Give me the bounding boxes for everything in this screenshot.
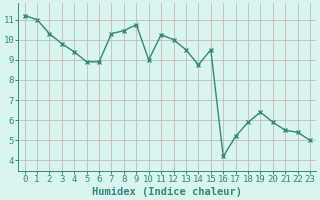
X-axis label: Humidex (Indice chaleur): Humidex (Indice chaleur): [92, 186, 242, 197]
